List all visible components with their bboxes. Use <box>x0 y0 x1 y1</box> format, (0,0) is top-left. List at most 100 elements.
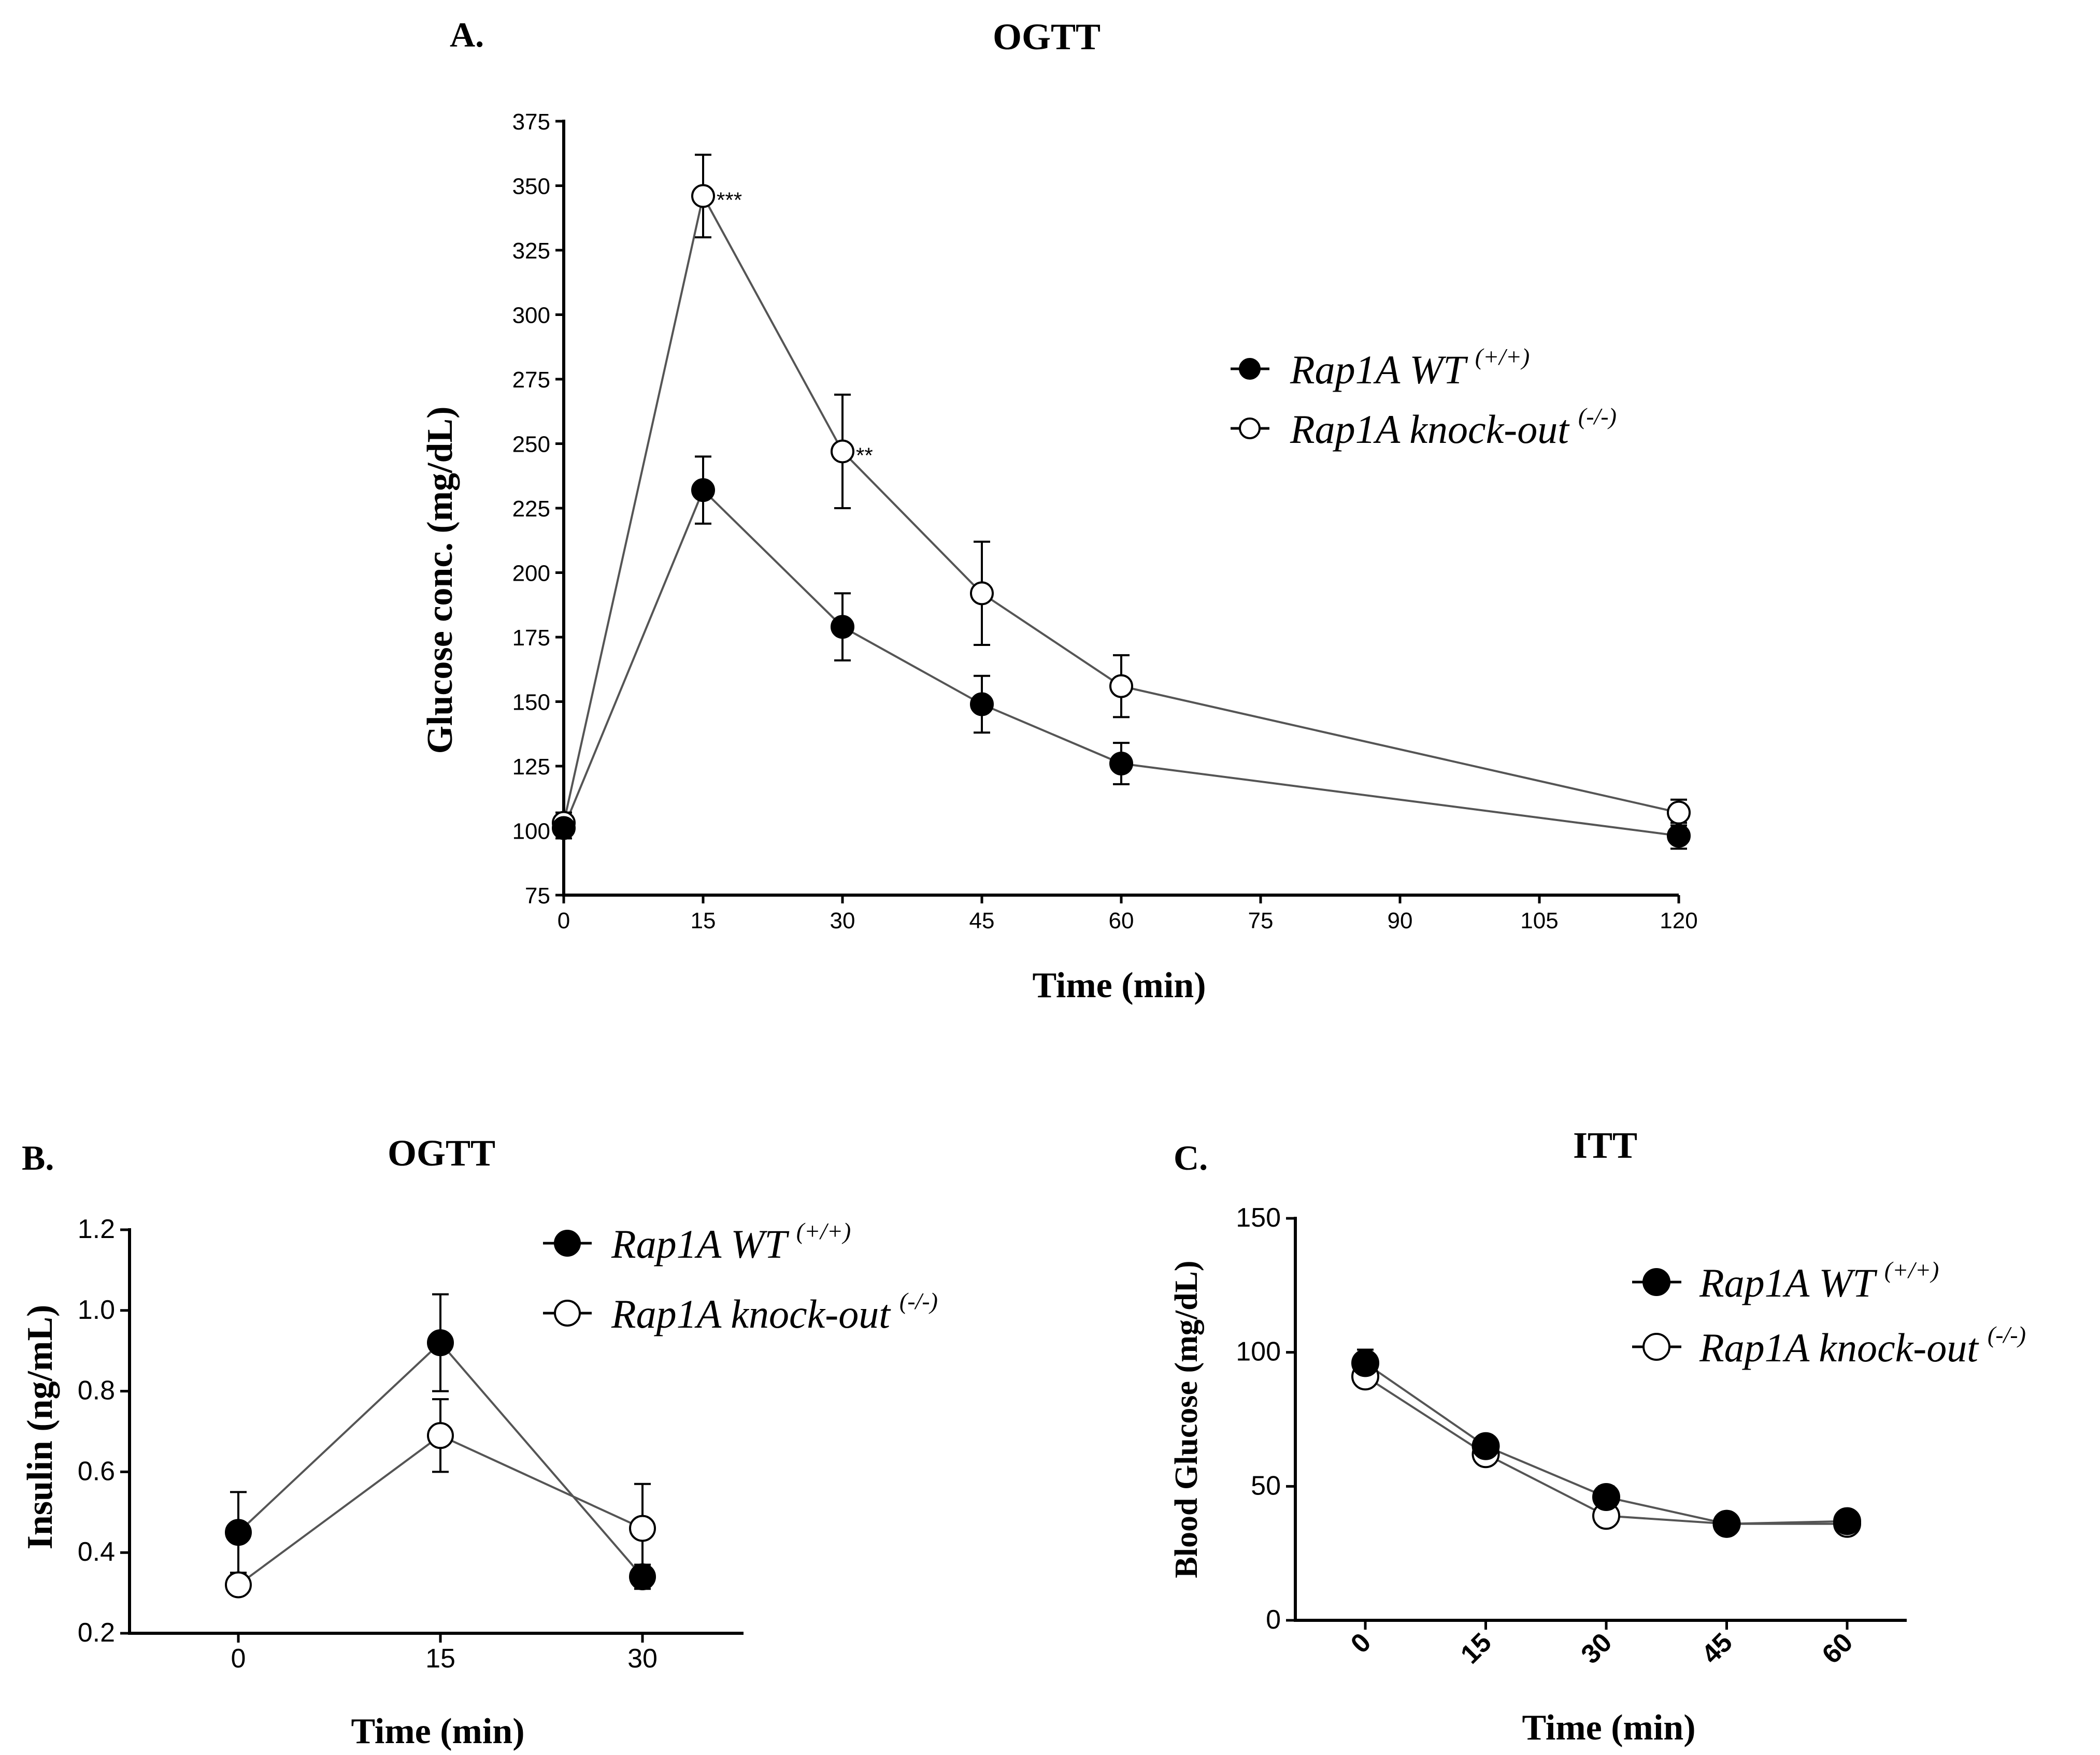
point-wt <box>970 692 994 716</box>
x-tick-label: 90 <box>1388 908 1413 933</box>
y-tick-label: 175 <box>512 625 550 651</box>
legend-ko-marker <box>554 1300 581 1327</box>
x-tick-label: 0 <box>231 1644 246 1674</box>
panel-c-plot <box>1351 1348 1861 1538</box>
y-tick-label: 300 <box>512 303 550 328</box>
y-tick-label: 225 <box>512 496 550 522</box>
y-tick-label: 250 <box>512 432 550 457</box>
panel-c-y-axis-title: Blood Glucose (mg/dL) <box>1169 1260 1204 1578</box>
x-tick-label: 15 <box>425 1644 455 1674</box>
panel-a-title: OGTT <box>993 16 1101 57</box>
point-ko <box>1667 800 1691 825</box>
panel-a-plot: ***** <box>552 153 1691 850</box>
legend-wt-marker <box>1642 1268 1670 1296</box>
legend-ko-superscript: (-/-) <box>1988 1321 2026 1348</box>
point-wt <box>691 478 715 502</box>
x-tick-label: 45 <box>969 908 995 933</box>
y-tick-label: 125 <box>512 754 550 780</box>
legend-wt-marker <box>1239 358 1261 380</box>
x-tick-label: 60 <box>1817 1627 1859 1670</box>
legend-wt-name: Rap1A WT <box>611 1221 789 1267</box>
panel-b-axes: 0.2 0.4 0.6 0.8 1.0 1.2 0 15 30 <box>78 1214 744 1674</box>
x-tick-label: 120 <box>1660 908 1697 933</box>
panel-a-legend: Rap1A WT (+/+) Rap1A knock-out (-/-) <box>1231 343 1617 452</box>
y-tick-label: 325 <box>512 238 550 264</box>
point-wt <box>1667 824 1691 848</box>
y-tick-label: 50 <box>1251 1471 1281 1501</box>
y-tick-label: 75 <box>525 883 550 909</box>
y-tick-label: 1.2 <box>78 1214 115 1244</box>
legend-wt-superscript: (+/+) <box>1475 343 1530 370</box>
significance-annotation: ** <box>856 443 873 467</box>
point-ko <box>427 1422 454 1449</box>
x-tick-label: 15 <box>1455 1627 1497 1670</box>
series-ko-line <box>563 193 1679 823</box>
panel-c-title: ITT <box>1573 1125 1637 1166</box>
legend-ko-name: Rap1A knock-out <box>1290 407 1570 452</box>
panel-a: A. OGTT Time (min) Glucose conc. (mg/dL)… <box>420 15 1698 1005</box>
point-wt <box>1592 1483 1620 1512</box>
y-tick-label: 150 <box>1236 1203 1281 1233</box>
panel-b-legend: Rap1A WT (+/+) Rap1A knock-out (-/-) <box>543 1218 938 1336</box>
point-wt <box>552 816 576 840</box>
point-ko <box>225 1571 252 1599</box>
x-tick-label: 30 <box>627 1644 658 1674</box>
point-wt <box>225 1519 252 1546</box>
legend-ko-superscript: (-/-) <box>899 1288 938 1314</box>
point-wt <box>629 1563 656 1590</box>
y-tick-label: 0.2 <box>78 1618 115 1648</box>
panel-b-title: OGTT <box>388 1132 495 1174</box>
panel-b-label: B. <box>22 1138 54 1177</box>
series-wt-line <box>563 488 1679 837</box>
y-tick-label: 100 <box>1236 1337 1281 1367</box>
y-tick-label: 0.4 <box>78 1537 115 1567</box>
legend-ko-name: Rap1A knock-out <box>611 1291 891 1336</box>
legend-ko-name: Rap1A knock-out <box>1699 1325 1979 1370</box>
point-wt <box>831 615 854 639</box>
legend-wt-name: Rap1A WT <box>1699 1260 1877 1305</box>
y-tick-label: 1.0 <box>78 1295 115 1325</box>
point-wt <box>427 1329 454 1357</box>
significance-annotation: *** <box>717 188 742 212</box>
panel-a-y-axis-title: Glucose conc. (mg/dL) <box>420 407 460 754</box>
point-wt <box>1351 1349 1379 1377</box>
point-wt <box>1833 1507 1861 1535</box>
legend-wt-label: Rap1A WT (+/+) <box>1290 343 1530 392</box>
legend-ko-label: Rap1A knock-out (-/-) <box>1290 403 1617 452</box>
panel-b-y-axis-title: Insulin (ng/mL) <box>20 1305 60 1550</box>
y-tick-label: 0 <box>1266 1605 1281 1635</box>
point-ko <box>691 184 715 208</box>
panel-c-label: C. <box>1174 1138 1208 1177</box>
y-tick-label: 0.8 <box>78 1376 115 1406</box>
x-tick-label: 15 <box>691 908 716 933</box>
legend-ko-superscript: (-/-) <box>1578 403 1617 429</box>
point-wt <box>1712 1509 1741 1538</box>
x-tick-label: 0 <box>1345 1627 1377 1659</box>
y-tick-label: 350 <box>512 174 550 199</box>
x-tick-label: 75 <box>1248 908 1274 933</box>
x-tick-label: 45 <box>1696 1627 1738 1670</box>
panel-c-x-axis-title: Time (min) <box>1522 1708 1695 1748</box>
panel-b: B. OGTT Time (min) Insulin (ng/mL) 0.20.… <box>20 1132 938 1751</box>
x-tick-label: 30 <box>830 908 855 933</box>
panel-a-axes: 75 100 125 150 175 200 225 250 275 300 325 350 375 0 1… <box>512 109 1698 933</box>
legend-ko-marker <box>1642 1333 1670 1361</box>
y-tick-label: 150 <box>512 690 550 715</box>
point-ko <box>1109 674 1133 698</box>
x-tick-label: 60 <box>1109 908 1134 933</box>
x-tick-label: 0 <box>558 908 570 933</box>
point-ko <box>629 1515 656 1542</box>
y-tick-label: 0.6 <box>78 1456 115 1486</box>
panel-c: C. ITT Time (min) Blood Glucose (mg/dL) … <box>1169 1125 2026 1748</box>
point-ko <box>970 581 994 606</box>
panel-a-label: A. <box>450 15 484 54</box>
panel-b-plot <box>225 1293 656 1599</box>
y-tick-label: 200 <box>512 561 550 586</box>
x-tick-label: 30 <box>1576 1627 1618 1670</box>
legend-wt-marker <box>554 1230 581 1257</box>
legend-wt-superscript: (+/+) <box>796 1218 851 1244</box>
legend-wt-superscript: (+/+) <box>1884 1257 1939 1283</box>
panel-a-x-axis-title: Time (min) <box>1032 966 1206 1005</box>
point-ko <box>831 439 854 464</box>
